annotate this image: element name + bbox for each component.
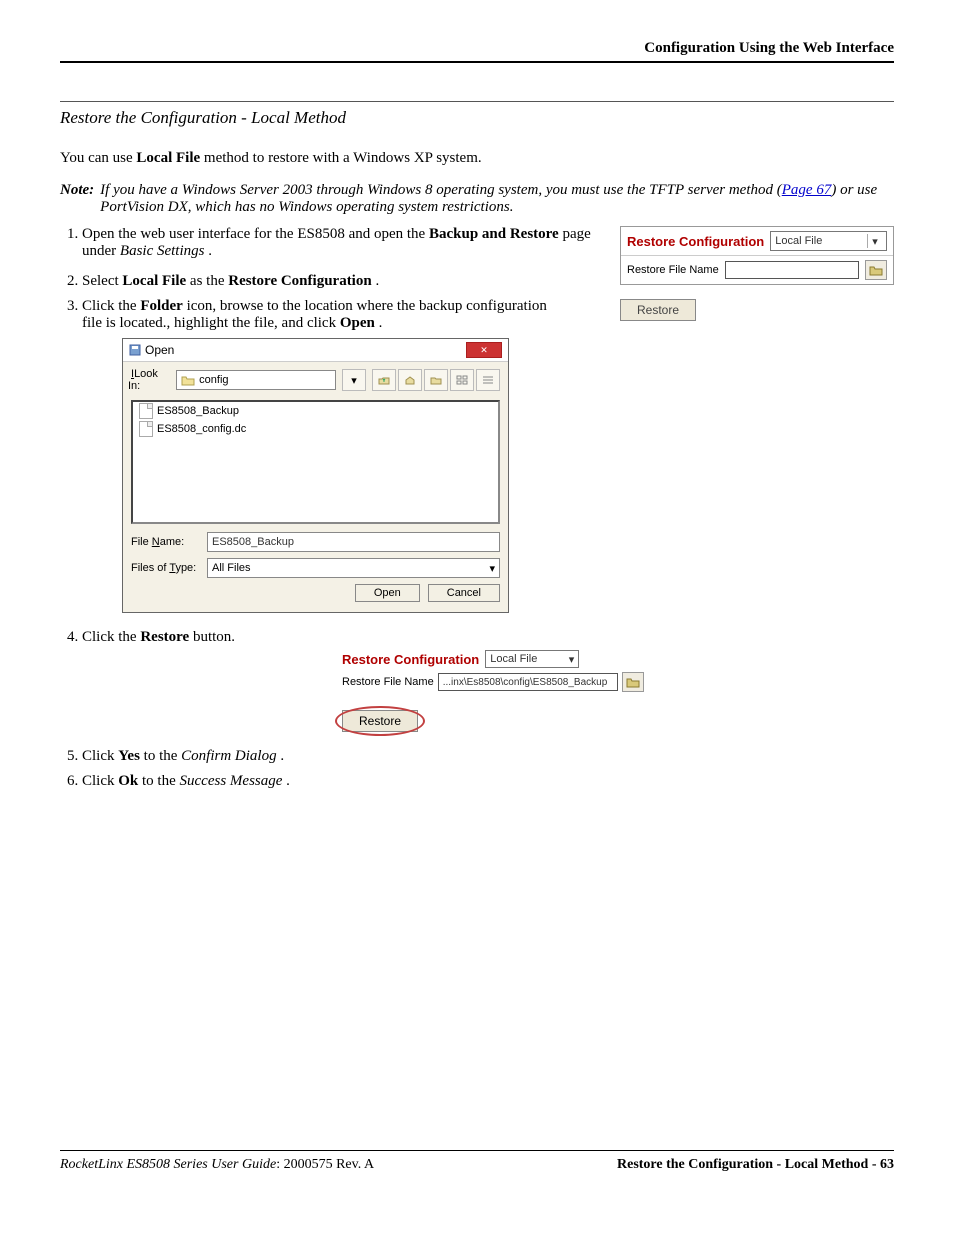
- open-button[interactable]: Open: [355, 584, 420, 602]
- text: Click the: [82, 629, 140, 645]
- text-bold: Backup and Restore: [429, 226, 559, 242]
- chevron-down-icon: ▾: [569, 653, 575, 666]
- chevron-down-icon[interactable]: ▾: [342, 369, 366, 391]
- text: .: [208, 243, 212, 259]
- chevron-down-icon: ▾: [489, 562, 495, 575]
- text: Click: [82, 748, 118, 764]
- open-dialog: Open ✕ ILook In:Look In: config ▾: [122, 338, 509, 613]
- intro-paragraph: You can use Local File method to restore…: [60, 150, 894, 167]
- look-in-label: ILook In:Look In:: [131, 368, 170, 392]
- filetype-label: Files of Type:: [131, 562, 201, 574]
- footer-rev: : 2000575 Rev. A: [276, 1157, 374, 1172]
- file-name: ES8508_config.dc: [157, 423, 246, 435]
- steps-list: Open the web user interface for the ES85…: [60, 226, 894, 790]
- text: .: [379, 315, 383, 331]
- text-italic: Basic Settings: [120, 243, 205, 259]
- footer-product: RocketLinx ES8508 Series User Guide: [60, 1157, 276, 1172]
- select-value: Local File: [775, 235, 822, 247]
- close-icon[interactable]: ✕: [466, 342, 502, 358]
- file-name: ES8508_Backup: [157, 405, 239, 417]
- text: Click: [82, 773, 118, 789]
- text-bold: Local File: [136, 150, 200, 166]
- text: Select: [82, 273, 122, 289]
- list-view-icon[interactable]: [450, 369, 474, 391]
- folder-icon[interactable]: [865, 260, 887, 280]
- file-item[interactable]: ES8508_Backup: [133, 402, 498, 420]
- save-icon: [129, 344, 141, 356]
- section-title: Restore the Configuration - Local Method: [60, 101, 894, 128]
- text: .: [280, 748, 284, 764]
- file-item[interactable]: ES8508_config.dc: [133, 420, 498, 438]
- select-value: Local File: [490, 653, 537, 665]
- restore-config-panel: Restore Configuration Local File ▾ Resto…: [620, 226, 894, 321]
- text: If you have a Windows Server 2003 throug…: [100, 182, 782, 198]
- text-italic: Success Message: [180, 773, 283, 789]
- file-list[interactable]: ES8508_Backup ES8508_config.dc: [131, 400, 500, 524]
- text-bold: Yes: [118, 748, 140, 764]
- chevron-down-icon: ▾: [867, 234, 882, 248]
- dialog-titlebar: Open ✕: [123, 339, 508, 362]
- text-bold: Restore: [140, 629, 189, 645]
- filetype-select[interactable]: All Files ▾: [207, 558, 500, 578]
- dialog-title: Open: [145, 343, 174, 357]
- cancel-button[interactable]: Cancel: [428, 584, 500, 602]
- text-italic: Confirm Dialog: [181, 748, 276, 764]
- text-bold: Ok: [118, 773, 138, 789]
- restore-button[interactable]: Restore: [342, 710, 418, 732]
- folder-open-icon: [181, 374, 195, 386]
- filename-input[interactable]: ...inx\Es8508\config\ES8508_Backup: [438, 673, 618, 691]
- text-bold: Restore Configuration: [228, 273, 371, 289]
- text: Click the: [82, 298, 140, 314]
- page-link[interactable]: Page 67: [782, 182, 832, 198]
- note-block: Note: If you have a Windows Server 2003 …: [60, 182, 894, 216]
- folder-icon[interactable]: [622, 672, 644, 692]
- text: You can use: [60, 150, 136, 166]
- look-in-value: config: [199, 374, 228, 386]
- text: to the: [144, 748, 182, 764]
- footer-right: Restore the Configuration - Local Method…: [617, 1157, 894, 1173]
- new-folder-icon[interactable]: [424, 369, 448, 391]
- note-label: Note:: [60, 182, 94, 199]
- text-bold: Folder: [140, 298, 183, 314]
- restore-config-panel-filled: Restore Configuration Local File ▾ Resto…: [342, 650, 894, 732]
- restore-config-select[interactable]: Local File ▾: [770, 231, 887, 251]
- restore-config-title: Restore Configuration: [342, 652, 479, 667]
- step-6: Click Ok to the Success Message .: [82, 773, 894, 790]
- text: .: [375, 273, 379, 289]
- restore-config-title: Restore Configuration: [627, 234, 764, 249]
- filename-input[interactable]: ES8508_Backup: [207, 532, 500, 552]
- filetype-value: All Files: [212, 562, 251, 574]
- step-3: Click the Folder icon, browse to the loc…: [82, 298, 552, 613]
- file-icon: [139, 421, 153, 437]
- step-2: Select Local File as the Restore Configu…: [82, 273, 552, 290]
- filename-label: File Name:: [131, 536, 201, 548]
- text: as the: [190, 273, 228, 289]
- text-bold: Local File: [122, 273, 186, 289]
- text-bold: Open: [340, 315, 375, 331]
- home-icon[interactable]: [398, 369, 422, 391]
- look-in-combo[interactable]: config: [176, 370, 336, 390]
- up-folder-icon[interactable]: [372, 369, 396, 391]
- filename-label: Restore File Name: [342, 676, 434, 688]
- details-view-icon[interactable]: [476, 369, 500, 391]
- filename-label: Restore File Name: [627, 264, 719, 276]
- note-text: If you have a Windows Server 2003 throug…: [100, 182, 894, 216]
- page-footer: RocketLinx ES8508 Series User Guide: 200…: [60, 1150, 894, 1173]
- restore-config-select[interactable]: Local File ▾: [485, 650, 579, 668]
- file-icon: [139, 403, 153, 419]
- text: button.: [193, 629, 235, 645]
- step-4: Click the Restore button. Restore Config…: [82, 629, 894, 732]
- text: to the: [142, 773, 180, 789]
- step-5: Click Yes to the Confirm Dialog .: [82, 748, 894, 765]
- text: method to restore with a Windows XP syst…: [204, 150, 482, 166]
- text: Open the web user interface for the ES85…: [82, 226, 429, 242]
- restore-button[interactable]: Restore: [620, 299, 696, 321]
- text: .: [286, 773, 290, 789]
- button-label: Restore: [359, 714, 401, 728]
- page-header: Configuration Using the Web Interface: [60, 40, 894, 63]
- filename-input[interactable]: [725, 261, 859, 279]
